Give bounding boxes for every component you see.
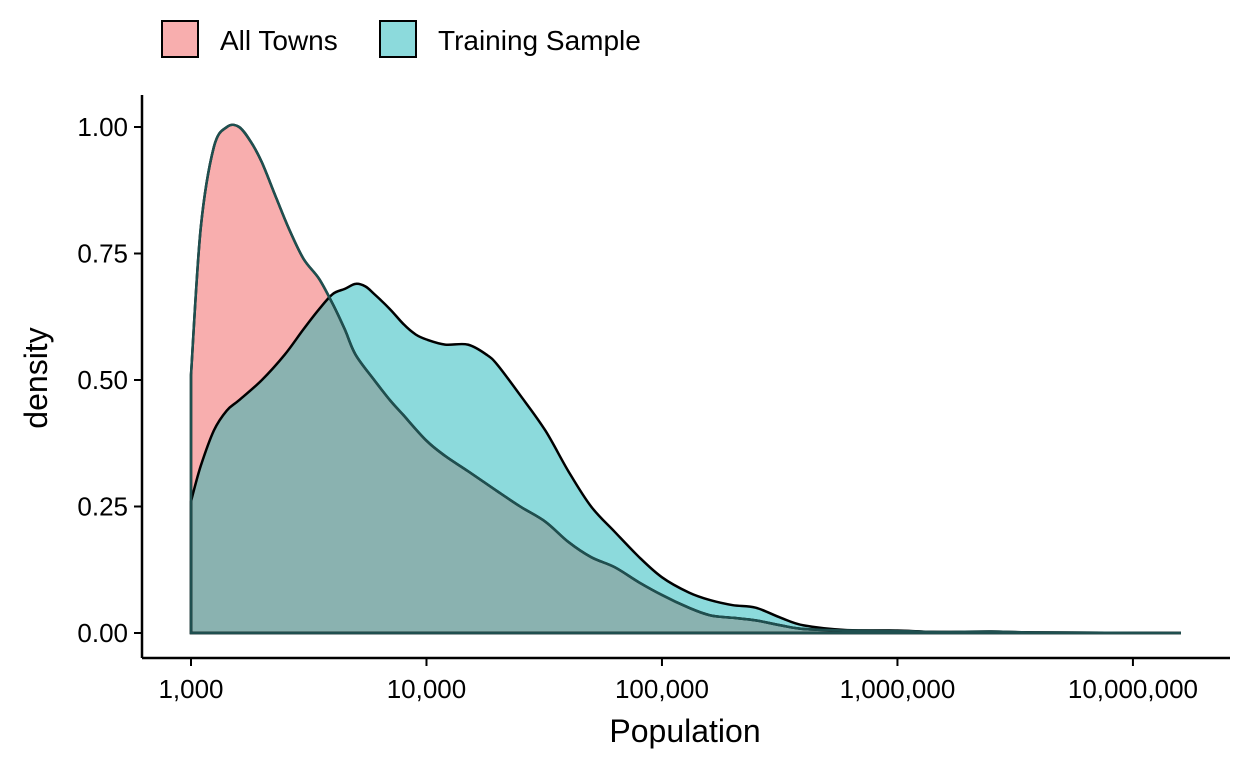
legend-key-training-sample	[379, 20, 417, 58]
x-tick-label: 10,000	[387, 674, 467, 704]
legend-label-training-sample: Training Sample	[438, 25, 641, 56]
x-tick-label: 10,000,000	[1068, 674, 1198, 704]
x-tick-label: 1,000,000	[840, 674, 956, 704]
legend-key-all-towns	[161, 20, 199, 58]
legend: All Towns Training Sample	[161, 20, 641, 58]
x-tick-label: 100,000	[615, 674, 709, 704]
x-tick-label: 1,000	[158, 674, 223, 704]
density-overlap-area	[191, 283, 1181, 633]
y-tick-label: 0.25	[77, 492, 128, 522]
y-tick-label: 0.00	[77, 618, 128, 648]
legend-label-all-towns: All Towns	[220, 25, 338, 56]
y-tick-label: 1.00	[77, 112, 128, 142]
density-line-training-sample	[189, 282, 1182, 635]
y-axis-title: density	[18, 327, 54, 428]
x-axis-title: Population	[609, 713, 760, 749]
axes: 0.00 0.25 0.50 0.75 1.00 1,000 10,000 100,000 1,…	[77, 95, 1230, 704]
density-line-all-towns-inner	[189, 123, 1182, 635]
y-tick-label: 0.75	[77, 239, 128, 269]
density-areas	[189, 123, 1182, 635]
y-tick-label: 0.50	[77, 365, 128, 395]
